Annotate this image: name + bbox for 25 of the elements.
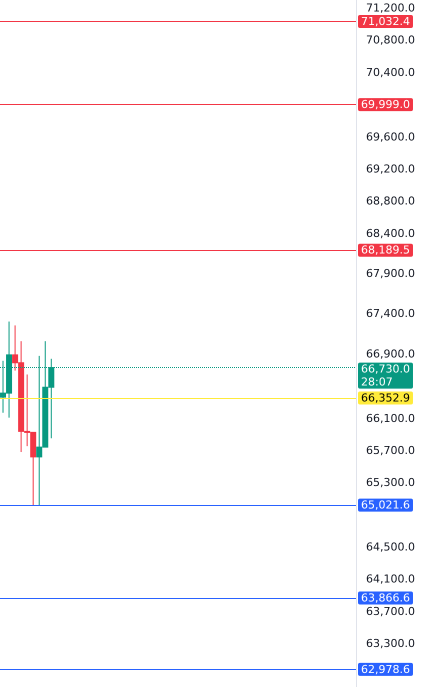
y-tick-label: 68,400.0	[366, 226, 415, 240]
ref-line-label: 65,021.6	[361, 498, 410, 512]
ref-line-label: 62,978.6	[361, 662, 410, 676]
ref-line-label: 71,032.4	[361, 15, 410, 28]
y-tick-label: 65,300.0	[366, 476, 415, 490]
y-tick-label: 66,100.0	[366, 412, 415, 425]
y-tick-label: 65,700.0	[366, 444, 415, 457]
y-tick-label: 66,900.0	[366, 347, 415, 360]
y-tick-label: 67,900.0	[366, 267, 415, 280]
y-tick-label: 69,200.0	[366, 162, 415, 176]
ref-line-label: 69,999.0	[361, 98, 410, 112]
y-tick-label: 63,700.0	[366, 604, 415, 618]
y-tick-label: 68,800.0	[366, 194, 415, 208]
y-tick-label: 64,500.0	[366, 540, 415, 554]
y-tick-label: 71,200.0	[366, 2, 415, 15]
y-tick-label: 69,600.0	[366, 130, 415, 144]
y-tick-label: 63,300.0	[366, 637, 415, 650]
ref-line-label: 63,866.6	[361, 591, 410, 604]
y-tick-label: 64,100.0	[366, 572, 415, 586]
ref-line-label: 66,352.9	[361, 391, 410, 404]
y-tick-label: 70,400.0	[366, 66, 415, 79]
ref-line-label: 66,730.0 28:07	[361, 362, 410, 389]
ref-line-label: 68,189.5	[361, 244, 410, 257]
y-tick-label: 70,800.0	[366, 34, 415, 47]
y-tick-label: 67,400.0	[366, 307, 415, 320]
